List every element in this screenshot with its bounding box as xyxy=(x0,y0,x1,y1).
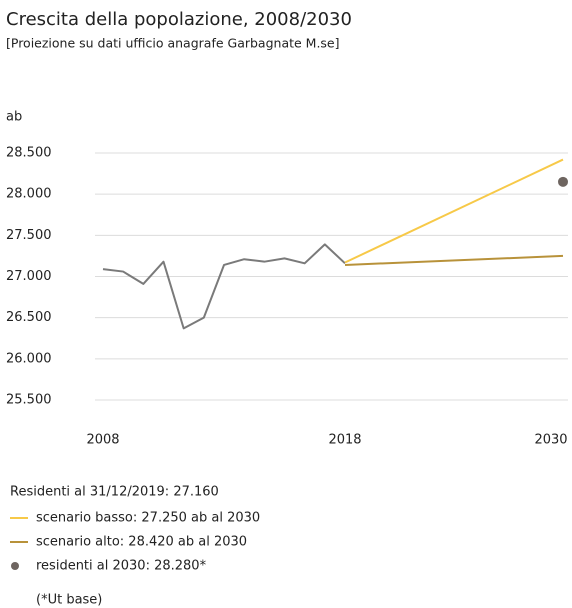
y-tick-label: 26.500 xyxy=(6,310,52,325)
y-tick-label: 28.000 xyxy=(6,187,52,202)
y-tick-label: 26.000 xyxy=(6,351,52,366)
chart-subtitle: [Proiezione su dati ufficio anagrafe Gar… xyxy=(6,36,340,51)
x-tick-label: 2008 xyxy=(86,433,119,448)
y-axis-label: ab xyxy=(6,110,22,125)
y-tick-label: 27.500 xyxy=(6,228,52,243)
footnote: (*Ut base) xyxy=(36,593,102,608)
data-point xyxy=(558,176,568,187)
y-tick-label: 25.500 xyxy=(6,393,52,408)
y-tick-label: 27.000 xyxy=(6,269,52,284)
legend-swatch xyxy=(11,562,19,570)
y-tick-label: 28.500 xyxy=(6,146,52,161)
series-line xyxy=(102,243,346,330)
chart-title: Crescita della popolazione, 2008/2030 xyxy=(6,9,352,30)
x-tick-label: 2018 xyxy=(328,433,361,448)
series-line xyxy=(344,158,564,264)
note: Residenti al 31/12/2019: 27.160 xyxy=(10,485,219,500)
legend-label: residenti al 2030: 28.280* xyxy=(36,559,207,574)
x-tick-label: 2030 xyxy=(534,433,567,448)
legend-label: scenario alto: 28.420 ab al 2030 xyxy=(36,535,247,550)
legend-label: scenario basso: 27.250 ab al 2030 xyxy=(36,511,260,526)
series-line xyxy=(344,254,564,266)
